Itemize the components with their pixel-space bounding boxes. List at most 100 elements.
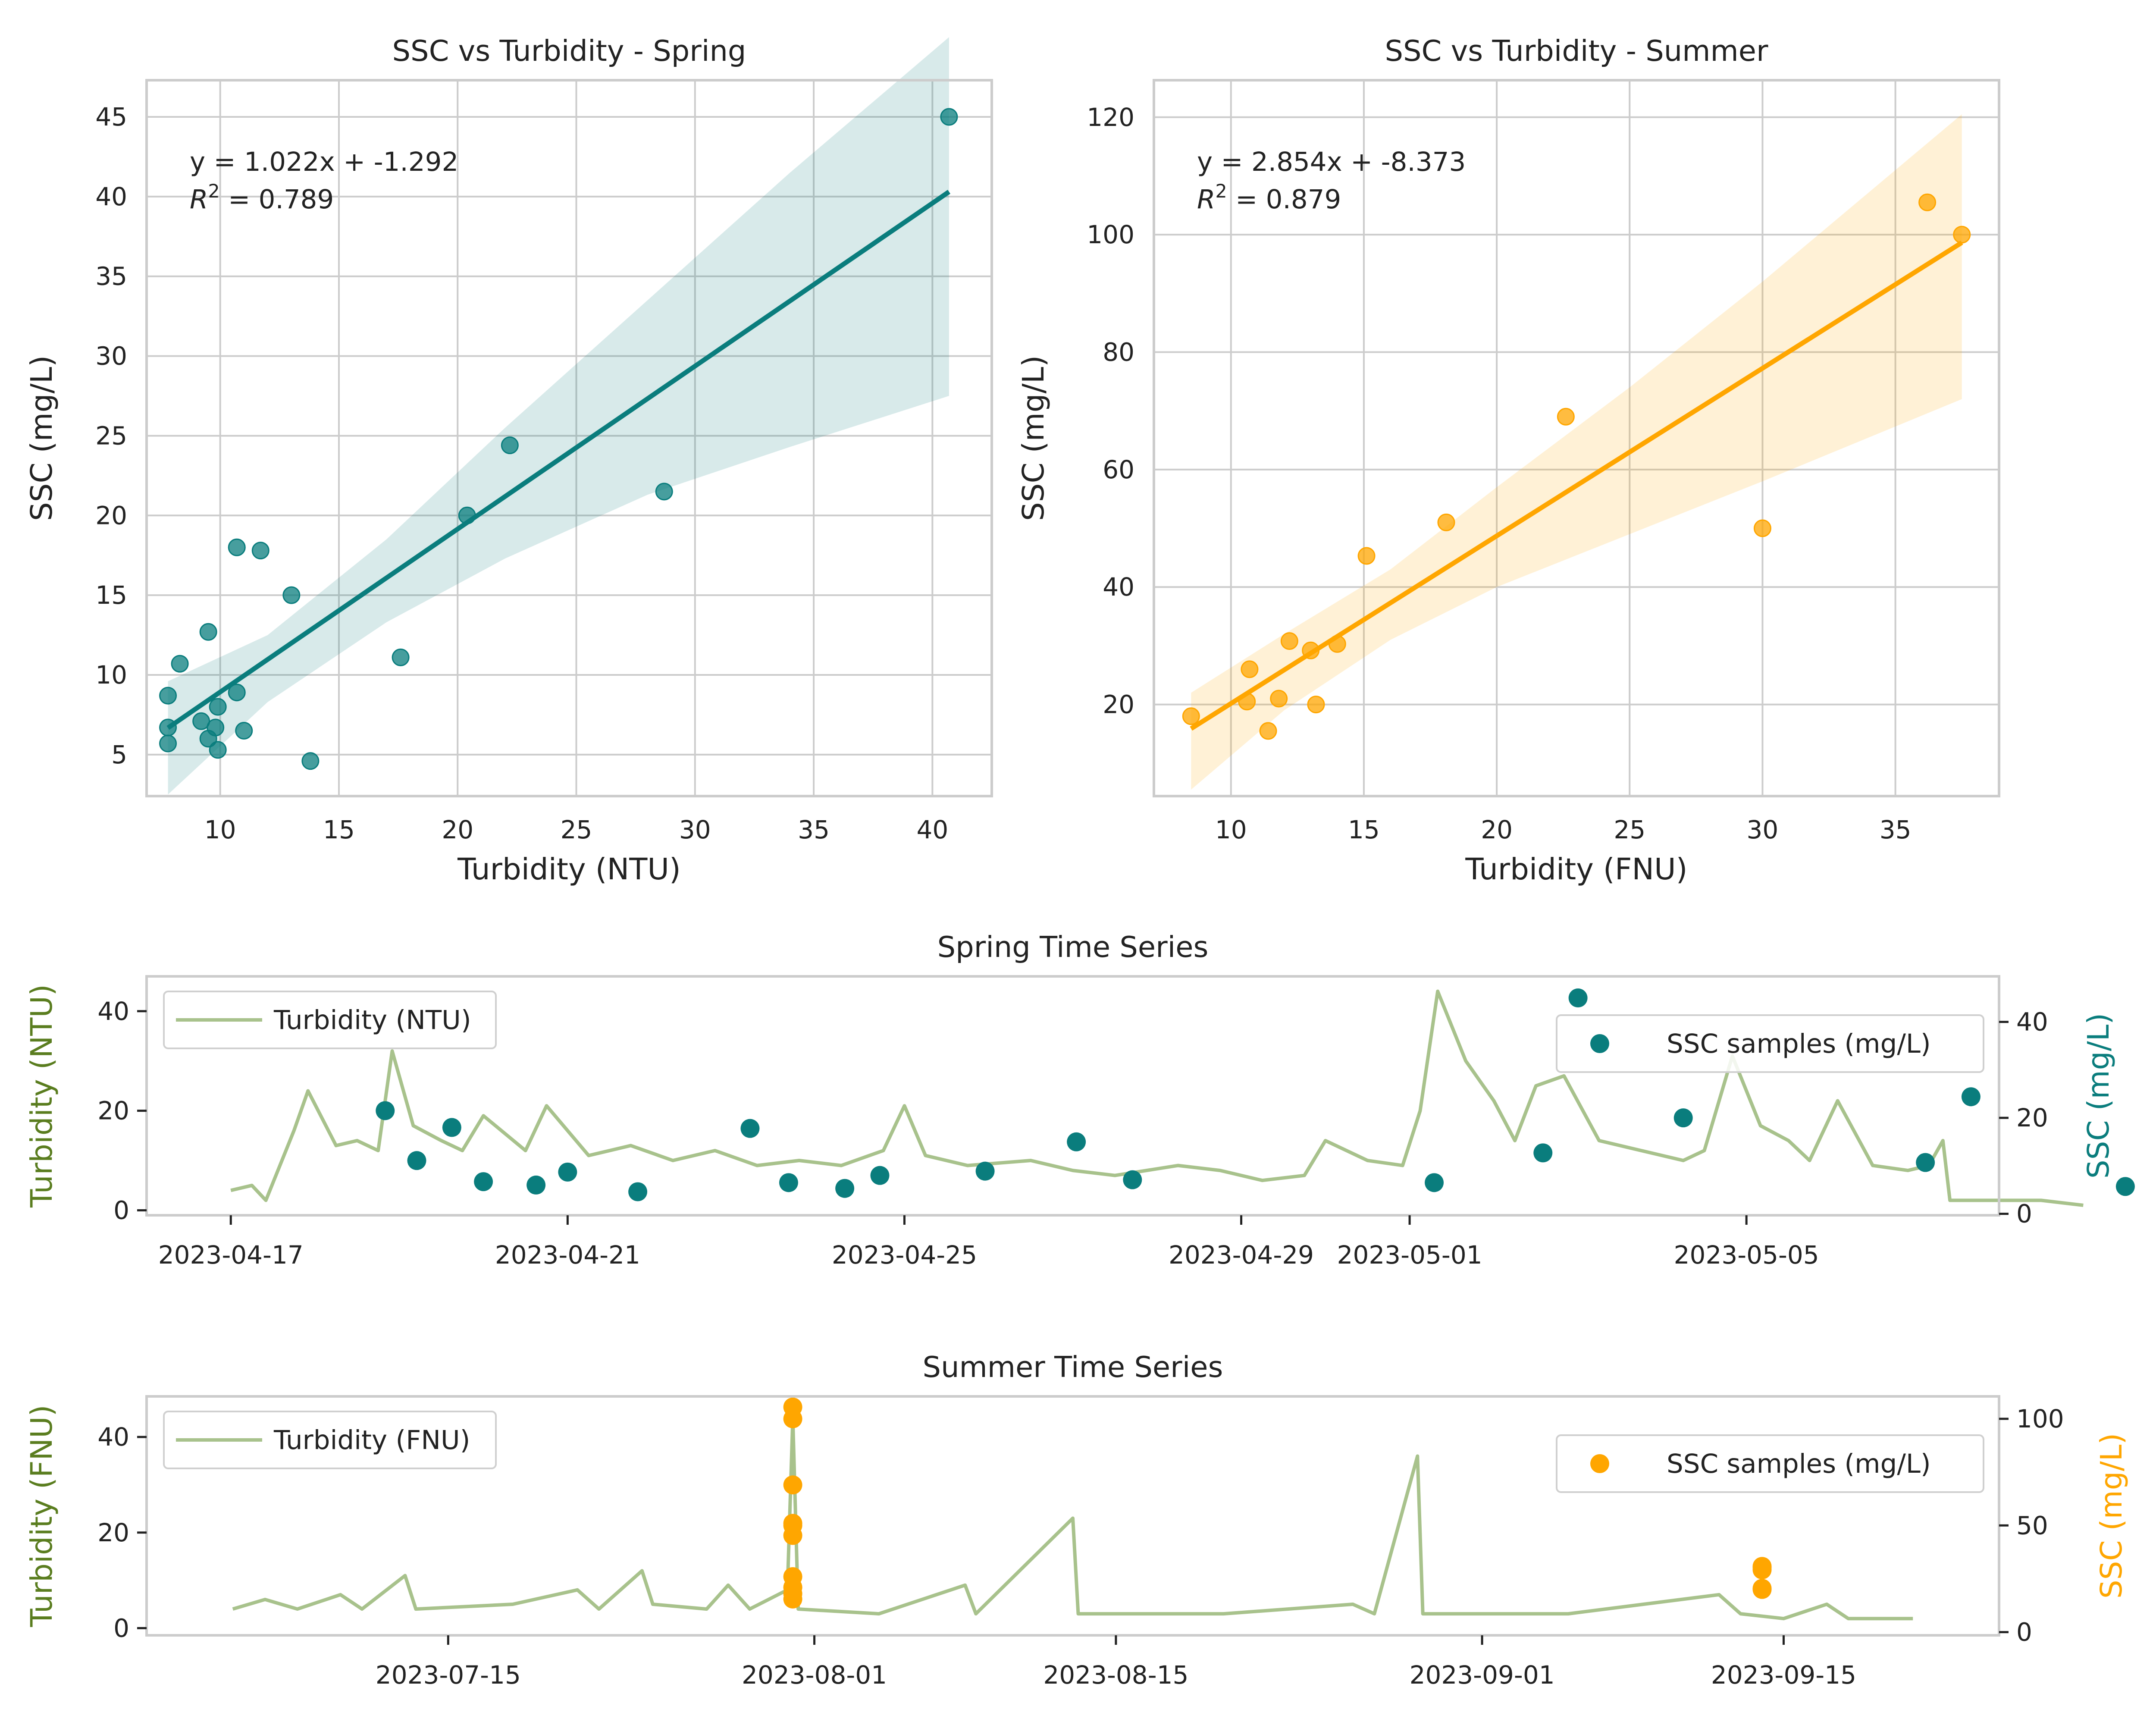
spring-series-ssc-point: [835, 1179, 855, 1198]
spring-series-ytick-right-label: 0: [2016, 1199, 2032, 1229]
spring-scatter-ytick-label: 25: [95, 421, 127, 450]
spring-scatter-data-point: [159, 687, 177, 705]
spring-series-panel: 0 20 40 0 20 40 2023-04-17 2023-04-21 2023-04-25…: [25, 930, 2135, 1270]
spring-series-legend-ssc-frame: [1556, 1014, 1984, 1073]
summer-series-ssc-points: [783, 1397, 1772, 1609]
summer-scatter-data-point: [1259, 722, 1277, 740]
summer-scatter-panel: 10 15 20 25 30 35 20 40 60 80 100 120 y = 2.854x + -…: [1016, 34, 2000, 887]
spring-series-legend-ssc-label: SSC samples (mg/L): [1667, 1029, 1931, 1059]
summer-scatter-data-point: [1437, 513, 1455, 531]
spring-scatter-title: SSC vs Turbidity - Spring: [392, 34, 746, 68]
summer-scatter-data-point: [1182, 707, 1200, 725]
summer-series-legend-ssc-frame: [1556, 1434, 1984, 1493]
summer-series-turbidity-line: [232, 1416, 1913, 1621]
summer-series-title: Summer Time Series: [923, 1350, 1223, 1384]
spring-scatter-data-point: [171, 655, 189, 673]
summer-series-xtick-label: 2023-08-01: [742, 1660, 887, 1690]
summer-series-xtick-label: 2023-09-01: [1410, 1660, 1555, 1690]
spring-scatter-ytick-label: 40: [95, 182, 127, 211]
spring-scatter-data-point: [655, 483, 673, 501]
spring-series-xtick-label: 2023-04-21: [495, 1240, 640, 1270]
spring-scatter-xtick-label: 40: [916, 815, 948, 844]
spring-scatter-ytick-label: 5: [111, 740, 127, 769]
spring-scatter-y-axis-label: SSC (mg/L): [25, 355, 59, 521]
spring-scatter-data-point: [159, 734, 177, 753]
spring-series-xtick-label: 2023-05-05: [1674, 1240, 1819, 1270]
spring-scatter-data-point: [209, 741, 227, 759]
spring-scatter-data-point: [235, 721, 253, 740]
spring-series-turbidity-line: [230, 989, 2084, 1207]
summer-scatter-axes-frame: [1153, 79, 2000, 797]
spring-series-y-axis-label: Turbidity (NTU): [25, 984, 59, 1208]
summer-scatter-data-point: [1918, 193, 1937, 211]
spring-series-ssc-point: [1425, 1173, 1444, 1192]
summer-scatter-data-point: [1280, 632, 1298, 650]
spring-series-ssc-point: [1067, 1132, 1086, 1151]
spring-series-ytick-label: 0: [113, 1195, 129, 1225]
spring-scatter-data-point: [209, 698, 227, 716]
spring-scatter-xtick-label: 30: [679, 815, 711, 844]
summer-scatter-r-squared: R2 = 0.879: [1197, 181, 1341, 215]
summer-scatter-ytick-label: 100: [1087, 220, 1134, 249]
summer-series-ytick-label: 0: [113, 1613, 129, 1643]
summer-scatter-data-point: [1241, 660, 1259, 678]
spring-scatter-data-point: [207, 718, 225, 737]
spring-scatter-regression-line: [166, 190, 951, 730]
spring-series-ssc-point: [2115, 1177, 2135, 1196]
spring-series-legend-turbidity-label: Turbidity (NTU): [273, 1005, 471, 1035]
spring-series-xtick-label: 2023-04-25: [832, 1240, 977, 1270]
summer-series-ytick-label: 20: [97, 1518, 129, 1547]
summer-scatter-grid: [1154, 80, 1999, 796]
spring-series-ssc-point: [975, 1161, 995, 1181]
spring-series-ssc-points: [376, 988, 2135, 1201]
summer-scatter-x-axis-label: Turbidity (FNU): [1465, 852, 1687, 887]
summer-scatter-xtick-label: 10: [1215, 815, 1247, 844]
spring-series-ytick-label: 20: [97, 1096, 129, 1126]
spring-scatter-data-point: [251, 542, 270, 560]
spring-scatter-xtick-label: 35: [798, 815, 830, 844]
spring-series-ssc-point: [1568, 988, 1588, 1008]
summer-series-legend-ssc-point-swatch: [1590, 1454, 1609, 1473]
spring-scatter-data-point: [199, 623, 217, 641]
spring-scatter-grid: [147, 80, 992, 796]
spring-scatter-data-point: [301, 752, 320, 770]
summer-series-y-axis-label: Turbidity (FNU): [25, 1405, 59, 1627]
spring-scatter-xtick-label: 25: [561, 815, 592, 844]
spring-series-ssc-point: [474, 1172, 493, 1192]
summer-series-legend-ssc-label: SSC samples (mg/L): [1667, 1449, 1931, 1479]
spring-series-ytick-right-label: 20: [2016, 1103, 2048, 1132]
spring-series-xtick-label: 2023-04-17: [158, 1240, 304, 1270]
summer-series-y-axis-right-label: SSC (mg/L): [2094, 1433, 2129, 1599]
spring-series-ssc-point: [779, 1173, 798, 1192]
summer-scatter-xtick-label: 15: [1348, 815, 1380, 844]
summer-series-xtick-label: 2023-08-15: [1043, 1660, 1188, 1690]
summer-scatter-ytick-label: 120: [1087, 103, 1134, 132]
summer-series-ssc-point: [1752, 1558, 1772, 1577]
spring-series-ssc-point: [1123, 1170, 1142, 1189]
summer-series-ssc-point: [1752, 1580, 1772, 1599]
spring-scatter-ytick-label: 35: [95, 262, 127, 291]
summer-series-xtick-label: 2023-09-15: [1711, 1660, 1856, 1690]
summer-series-panel: 0 20 40 0 50 100 2023-07-15 2023-08-01 2023-08-1…: [25, 1350, 2129, 1690]
summer-series-legend-turbidity-label: Turbidity (FNU): [273, 1425, 470, 1455]
spring-series-ssc-point: [1961, 1087, 1981, 1107]
spring-scatter-xtick-label: 20: [442, 815, 473, 844]
spring-scatter-data-point: [940, 108, 958, 126]
summer-scatter-y-axis-label: SSC (mg/L): [1016, 355, 1051, 521]
summer-scatter-regression-line: [1190, 240, 1963, 731]
summer-scatter-confidence-band: [1191, 114, 1962, 790]
spring-series-ssc-point: [1916, 1153, 1935, 1172]
spring-series-ssc-point: [376, 1101, 395, 1120]
summer-series-ytick-right-label: 0: [2016, 1618, 2032, 1647]
summer-series-axes-frame: [145, 1395, 2000, 1637]
spring-series-legend-turbidity-frame: [163, 991, 497, 1049]
spring-series-ytick-right-label: 40: [2016, 1007, 2048, 1037]
summer-scatter-xtick-label: 35: [1880, 815, 1912, 844]
spring-scatter-data-point: [228, 538, 246, 556]
spring-scatter-ytick-label: 15: [95, 580, 127, 610]
spring-scatter-points: [159, 108, 958, 770]
summer-series-ssc-point: [783, 1526, 802, 1545]
summer-scatter-xtick-label: 20: [1481, 815, 1513, 844]
spring-series-ssc-point: [526, 1175, 546, 1195]
spring-series-axes-frame: [145, 975, 2000, 1217]
